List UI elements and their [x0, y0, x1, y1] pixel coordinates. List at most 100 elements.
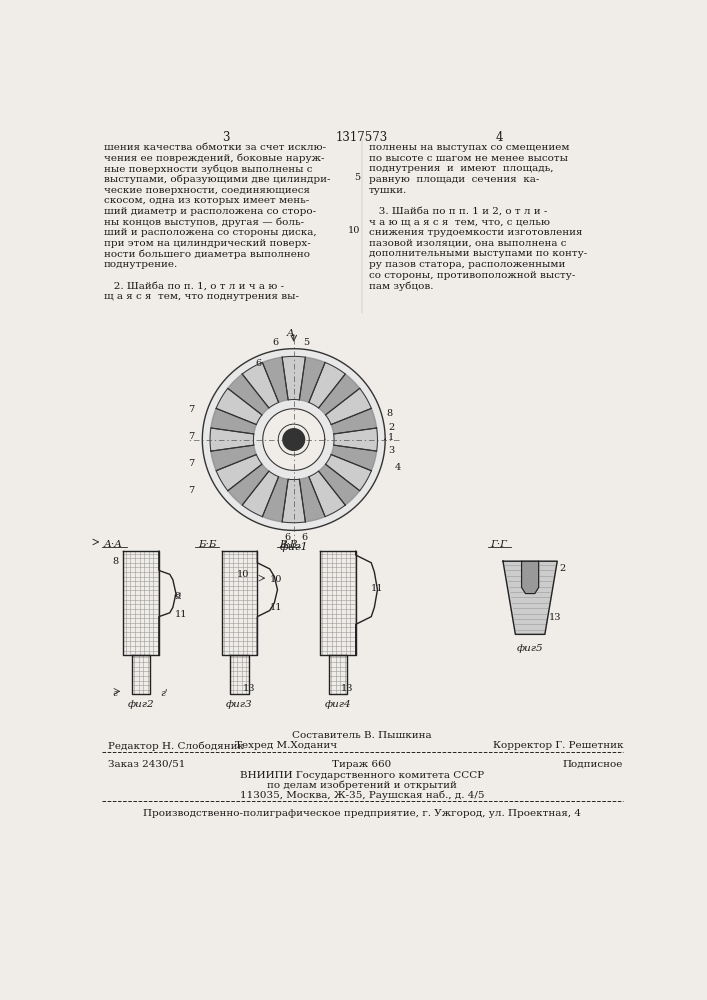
Text: 6: 6 [301, 533, 308, 542]
Polygon shape [228, 464, 269, 505]
Text: 6: 6 [272, 338, 278, 347]
Text: щ а я с я  тем, что поднутрения вы-: щ а я с я тем, что поднутрения вы- [104, 292, 299, 301]
Text: 4: 4 [395, 463, 401, 472]
Text: фиг5: фиг5 [517, 644, 544, 653]
Polygon shape [282, 479, 305, 523]
Polygon shape [263, 409, 325, 470]
Text: ший диаметр и расположена со сторо-: ший диаметр и расположена со сторо- [104, 207, 316, 216]
Text: снижения трудоемкости изготовления: снижения трудоемкости изготовления [369, 228, 583, 237]
Text: дополнительными выступами по конту-: дополнительными выступами по конту- [369, 249, 588, 258]
Text: ВНИИПИ Государственного комитета СССР: ВНИИПИ Государственного комитета СССР [240, 771, 484, 780]
Text: 8: 8 [112, 557, 119, 566]
Text: пазовой изоляции, она выполнена с: пазовой изоляции, она выполнена с [369, 239, 566, 248]
Text: полнены на выступах со смещением: полнены на выступах со смещением [369, 143, 569, 152]
Text: ные поверхности зубцов выполнены с: ные поверхности зубцов выполнены с [104, 164, 312, 174]
Polygon shape [211, 445, 257, 471]
Text: ны концов выступов, другая — боль-: ны концов выступов, другая — боль- [104, 217, 304, 227]
Text: А·А: А·А [104, 540, 123, 549]
Text: 6: 6 [255, 359, 261, 368]
Polygon shape [228, 374, 269, 415]
Text: ший и расположена со стороны диска,: ший и расположена со стороны диска, [104, 228, 317, 237]
Polygon shape [319, 464, 360, 505]
Polygon shape [299, 477, 325, 522]
Text: равную  площади  сечения  ка-: равную площади сечения ка- [369, 175, 539, 184]
Text: 1317573: 1317573 [336, 131, 388, 144]
Text: шения качества обмотки за счет исклю-: шения качества обмотки за счет исклю- [104, 143, 326, 152]
Text: ру пазов статора, расположенными: ру пазов статора, расположенными [369, 260, 566, 269]
Text: Г·Г: Г·Г [491, 540, 508, 549]
Text: по высоте с шагом не менее высоты: по высоте с шагом не менее высоты [369, 154, 568, 163]
Text: скосом, одна из которых имеет мень-: скосом, одна из которых имеет мень- [104, 196, 309, 205]
Text: со стороны, противоположной высту-: со стороны, противоположной высту- [369, 271, 575, 280]
Polygon shape [331, 408, 377, 434]
Text: фиг4: фиг4 [325, 700, 351, 709]
Text: 1: 1 [388, 433, 395, 442]
Circle shape [283, 429, 305, 450]
Text: фиг1: фиг1 [279, 541, 308, 552]
Text: поднутрение.: поднутрение. [104, 260, 178, 269]
Text: Составитель В. Пышкина: Составитель В. Пышкина [292, 731, 432, 740]
Text: 6: 6 [284, 533, 291, 542]
Text: 113035, Москва, Ж-35, Раушская наб., д. 4/5: 113035, Москва, Ж-35, Раушская наб., д. … [240, 791, 484, 800]
Text: 4: 4 [496, 131, 503, 144]
Polygon shape [262, 357, 288, 402]
Text: 7: 7 [188, 486, 194, 495]
Text: 3. Шайба по п п. 1 и 2, о т л и -: 3. Шайба по п п. 1 и 2, о т л и - [369, 207, 547, 216]
Text: пам зубцов.: пам зубцов. [369, 281, 433, 291]
Polygon shape [325, 388, 371, 425]
Text: Б·Б: Б·Б [198, 540, 216, 549]
Text: 5: 5 [354, 173, 361, 182]
Text: 10: 10 [348, 226, 361, 235]
Text: 2: 2 [559, 564, 566, 573]
Polygon shape [309, 362, 345, 408]
Text: ности большего диаметра выполнено: ности большего диаметра выполнено [104, 249, 310, 259]
Polygon shape [243, 362, 279, 408]
Polygon shape [202, 349, 385, 530]
Text: Редактор Н. Слободяник: Редактор Н. Слободяник [107, 741, 244, 751]
Text: фиг2: фиг2 [128, 700, 154, 709]
Text: 10: 10 [237, 570, 250, 579]
Text: Тираж 660: Тираж 660 [332, 760, 392, 769]
Text: 3: 3 [388, 446, 395, 455]
Text: при этом на цилиндрический поверх-: при этом на цилиндрический поверх- [104, 239, 310, 248]
Polygon shape [503, 561, 557, 634]
Text: 11: 11 [270, 603, 282, 612]
Polygon shape [334, 428, 378, 451]
Text: фиг3: фиг3 [226, 700, 253, 709]
Text: ч а ю щ а я с я  тем, что, с целью: ч а ю щ а я с я тем, что, с целью [369, 217, 550, 226]
Text: г': г' [160, 689, 168, 698]
Text: 11: 11 [371, 584, 384, 593]
Text: A: A [287, 329, 294, 338]
Polygon shape [243, 471, 279, 517]
Text: Корректор Г. Решетник: Корректор Г. Решетник [493, 741, 623, 750]
Text: Техред М.Ходанич: Техред М.Ходанич [235, 741, 337, 750]
Text: 2. Шайба по п. 1, о т л и ч а ю -: 2. Шайба по п. 1, о т л и ч а ю - [104, 281, 284, 290]
Text: по делам изобретений и открытий: по делам изобретений и открытий [267, 781, 457, 790]
Polygon shape [522, 561, 539, 594]
Polygon shape [216, 455, 262, 491]
Text: 5: 5 [303, 338, 309, 347]
Polygon shape [282, 356, 305, 400]
Text: чения ее повреждений, боковые наруж-: чения ее повреждений, боковые наруж- [104, 154, 325, 163]
Text: В·В: В·В [279, 540, 298, 549]
Polygon shape [309, 471, 345, 517]
Text: тушки.: тушки. [369, 186, 407, 195]
Text: 3: 3 [222, 131, 229, 144]
Text: 8: 8 [387, 409, 393, 418]
Text: 7: 7 [188, 405, 194, 414]
Text: 7: 7 [188, 459, 194, 468]
Text: 13: 13 [549, 613, 561, 622]
Text: Подписное: Подписное [563, 760, 623, 769]
Polygon shape [319, 374, 360, 415]
Text: Заказ 2430/51: Заказ 2430/51 [107, 760, 185, 769]
Text: выступами, образующими две цилиндри-: выступами, образующими две цилиндри- [104, 175, 330, 184]
Polygon shape [331, 445, 377, 471]
Text: 11: 11 [175, 610, 187, 619]
Polygon shape [211, 408, 257, 434]
Text: Производственно-полиграфическое предприятие, г. Ужгород, ул. Проектная, 4: Производственно-полиграфическое предприя… [143, 809, 581, 818]
Text: 13: 13 [243, 684, 255, 693]
Text: поднутрения  и  имеют  площадь,: поднутрения и имеют площадь, [369, 164, 554, 173]
Text: 10: 10 [270, 575, 282, 584]
Text: 2: 2 [388, 423, 395, 432]
Text: г: г [112, 689, 117, 698]
